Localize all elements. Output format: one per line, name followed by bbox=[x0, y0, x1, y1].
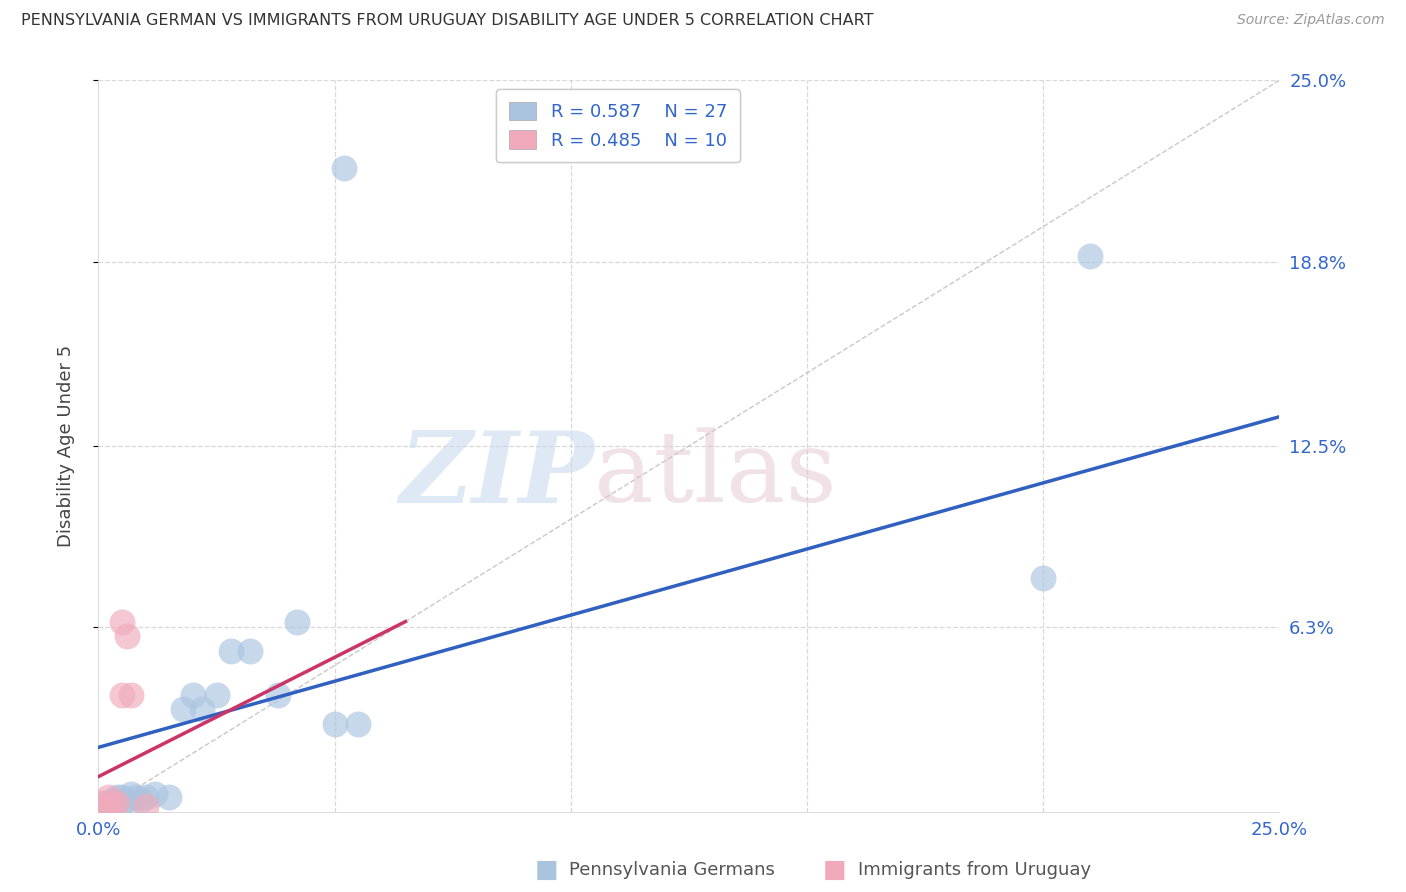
Point bbox=[129, 793, 152, 807]
Point bbox=[143, 787, 166, 801]
Point bbox=[97, 790, 120, 805]
Point bbox=[121, 688, 143, 702]
Point bbox=[101, 796, 124, 810]
Point bbox=[239, 644, 262, 658]
Point bbox=[115, 793, 138, 807]
Legend: R = 0.587    N = 27, R = 0.485    N = 10: R = 0.587 N = 27, R = 0.485 N = 10 bbox=[496, 89, 740, 162]
Text: ■: ■ bbox=[823, 858, 846, 881]
Text: ■: ■ bbox=[534, 858, 558, 881]
Point bbox=[191, 702, 214, 716]
Point bbox=[347, 717, 370, 731]
Point bbox=[267, 688, 290, 702]
Point bbox=[285, 615, 308, 629]
Point bbox=[125, 790, 148, 805]
Point bbox=[111, 688, 134, 702]
Text: Source: ZipAtlas.com: Source: ZipAtlas.com bbox=[1237, 13, 1385, 28]
Point bbox=[111, 796, 134, 810]
Point bbox=[1032, 571, 1054, 585]
Text: ZIP: ZIP bbox=[399, 427, 595, 524]
Text: Pennsylvania Germans: Pennsylvania Germans bbox=[569, 861, 775, 879]
Point bbox=[101, 793, 124, 807]
Point bbox=[105, 796, 128, 810]
Point bbox=[172, 702, 194, 716]
Point bbox=[111, 790, 134, 805]
Point bbox=[97, 798, 120, 813]
Point bbox=[333, 161, 356, 175]
Point bbox=[121, 787, 143, 801]
Point bbox=[157, 790, 180, 805]
Y-axis label: Disability Age Under 5: Disability Age Under 5 bbox=[56, 345, 75, 547]
Text: Immigrants from Uruguay: Immigrants from Uruguay bbox=[858, 861, 1091, 879]
Point bbox=[135, 790, 157, 805]
Point bbox=[1080, 249, 1102, 263]
Text: PENNSYLVANIA GERMAN VS IMMIGRANTS FROM URUGUAY DISABILITY AGE UNDER 5 CORRELATIO: PENNSYLVANIA GERMAN VS IMMIGRANTS FROM U… bbox=[21, 13, 873, 29]
Point bbox=[135, 798, 157, 813]
Point bbox=[91, 796, 114, 810]
Point bbox=[323, 717, 346, 731]
Point bbox=[101, 796, 124, 810]
Point bbox=[105, 790, 128, 805]
Point bbox=[181, 688, 204, 702]
Point bbox=[91, 796, 114, 810]
Point bbox=[97, 798, 120, 813]
Point bbox=[111, 615, 134, 629]
Point bbox=[205, 688, 228, 702]
Point bbox=[219, 644, 242, 658]
Text: atlas: atlas bbox=[595, 427, 837, 523]
Point bbox=[115, 629, 138, 643]
